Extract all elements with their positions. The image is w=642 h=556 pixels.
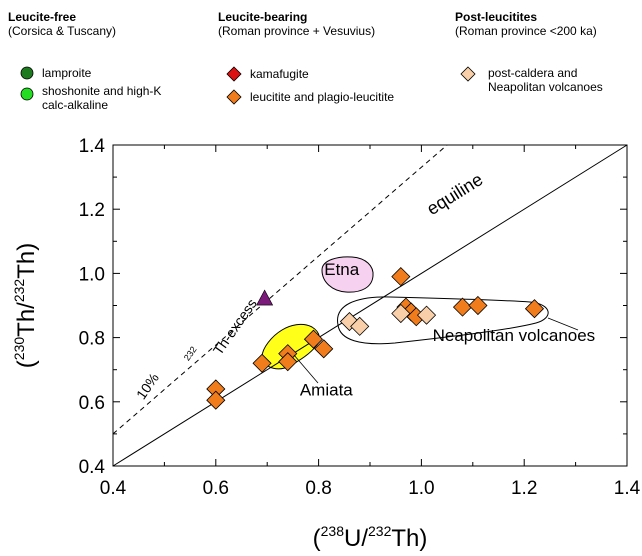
legend-item-label: post-caldera and Neapolitan volcanoes xyxy=(488,66,603,94)
y-tick-label: 0.8 xyxy=(79,329,105,350)
y-tick-label: 0.4 xyxy=(79,457,106,478)
data-point xyxy=(391,267,411,287)
data-point xyxy=(303,329,324,349)
shoshonite-marker-icon xyxy=(20,87,34,101)
post-caldera-marker-icon xyxy=(460,66,476,82)
x-tick-label: 1.0 xyxy=(408,478,434,499)
neapolitan-volcanoes-field xyxy=(337,296,549,345)
excess-label: Th-excess xyxy=(210,296,260,358)
reference-lines xyxy=(112,144,628,467)
legend-group-title: Post-leucitites xyxy=(455,10,538,24)
y-tick-label: 1.0 xyxy=(79,264,105,285)
etna-field xyxy=(321,256,374,293)
y-tick-label: 1.2 xyxy=(79,200,105,221)
data-point xyxy=(468,295,488,316)
field-regions xyxy=(261,256,549,370)
legend-group-subtitle: (Corsica & Tuscany) xyxy=(8,24,117,38)
data-point xyxy=(314,339,334,359)
x-tick-label: 0.4 xyxy=(100,478,127,499)
x-tick-label: 1.4 xyxy=(614,478,641,499)
y-axis-label: (230Th/232Th) xyxy=(11,243,40,368)
leucitite-marker-icon xyxy=(226,89,242,105)
equiline-line xyxy=(112,144,628,467)
legend-group-title: Leucite-free xyxy=(8,10,77,24)
legend-item-label: kamafugite xyxy=(250,67,309,81)
lamproite-marker-icon xyxy=(20,66,34,80)
amiata-label: Amiata xyxy=(300,380,353,399)
x-axis-label: (238U/232Th) xyxy=(313,523,428,552)
y-tick-label: 0.6 xyxy=(79,393,105,414)
data-point xyxy=(416,305,437,325)
neapolitan-leader-line xyxy=(547,317,579,331)
x-tick-label: 0.6 xyxy=(203,478,229,499)
data-point xyxy=(206,390,226,410)
etna-label: Etna xyxy=(324,260,360,279)
data-point xyxy=(350,316,370,336)
data-point xyxy=(452,297,473,317)
data-point xyxy=(391,303,411,324)
x-tick-label: 0.8 xyxy=(305,478,331,499)
plot-area xyxy=(112,144,628,467)
data-point xyxy=(252,353,272,373)
kamafugite-marker-icon xyxy=(226,66,242,82)
data-point xyxy=(256,289,274,306)
tick-labels: 0.4 0.6 0.8 1.0 1.2 1.4 0.4 0.6 0.8 1.0 1.2 1.4 xyxy=(79,136,641,499)
x-tick-label: 1.2 xyxy=(511,478,537,499)
equiline-label: equiline xyxy=(423,169,486,219)
legend-group-post-leucitites: Post-leucitites (Roman province <200 ka) xyxy=(455,10,597,38)
neapolitan-volcanoes-label: Neapolitan volcanoes xyxy=(433,326,596,345)
legend-item-label: lamproite xyxy=(42,66,92,80)
legend-group-leucite-bearing: Leucite-bearing (Roman province + Vesuvi… xyxy=(218,10,375,38)
th-excess-line xyxy=(112,144,448,435)
y-tick-label: 1.4 xyxy=(79,136,106,157)
amiata-leader-line xyxy=(293,354,319,384)
legend-group-title: Leucite-bearing xyxy=(218,10,308,24)
excess-isotope-label: 232 xyxy=(182,345,199,363)
legend-group-leucite-free: Leucite-free (Corsica & Tuscany) xyxy=(8,10,116,38)
legend-group-subtitle: (Roman province <200 ka) xyxy=(455,24,597,38)
excess-percent-label: 10% xyxy=(133,370,162,402)
legend-item-label: shoshonite and high-K calc-alkaline xyxy=(42,84,162,112)
data-point xyxy=(524,299,545,319)
legend: Leucite-free (Corsica & Tuscany) Leucite… xyxy=(0,0,642,112)
legend-group-subtitle: (Roman province + Vesuvius) xyxy=(218,24,376,38)
legend-item-label: leucitite and plagio-leucitite xyxy=(250,90,395,104)
data-points xyxy=(206,267,545,410)
axis-labels: (238U/232Th) (230Th/232Th) xyxy=(11,243,427,552)
data-point xyxy=(278,352,298,372)
